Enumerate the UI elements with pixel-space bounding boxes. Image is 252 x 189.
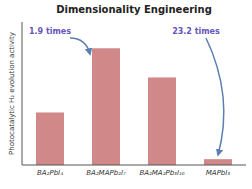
x-tick-label: BA₂PbI₄ (37, 169, 63, 177)
bar (92, 48, 120, 165)
chart-container: BA₂PbI₄ BA₂MAPb₂I₇ BA₂MA₂Pb₃I₁₀ MAPbI₃ Dimen… (0, 0, 252, 189)
annotation: 1.9 times (29, 27, 71, 36)
x-tick-label: BA₂MA₂Pb₃I₁₀ (139, 169, 184, 177)
x-axis-line (22, 165, 246, 166)
title: Dimensionality Engineering (56, 4, 212, 15)
x-tick-label: BA₂MAPb₂I₇ (86, 169, 126, 177)
y-axis-line (22, 22, 23, 165)
x-tick-label: MAPbI₃ (206, 169, 231, 177)
annotation: 23.2 times (172, 27, 220, 36)
y-label: Photocatalytic H₂ evolution activity (8, 32, 16, 155)
annotation-arrow (70, 38, 90, 54)
bar (204, 159, 232, 165)
bar (148, 77, 176, 165)
annotation-arrow (206, 38, 224, 155)
bars (36, 48, 232, 165)
chart: BA₂PbI₄ BA₂MAPb₂I₇ BA₂MA₂Pb₃I₁₀ MAPbI₃ Dimen… (0, 0, 252, 189)
bar (36, 112, 64, 165)
